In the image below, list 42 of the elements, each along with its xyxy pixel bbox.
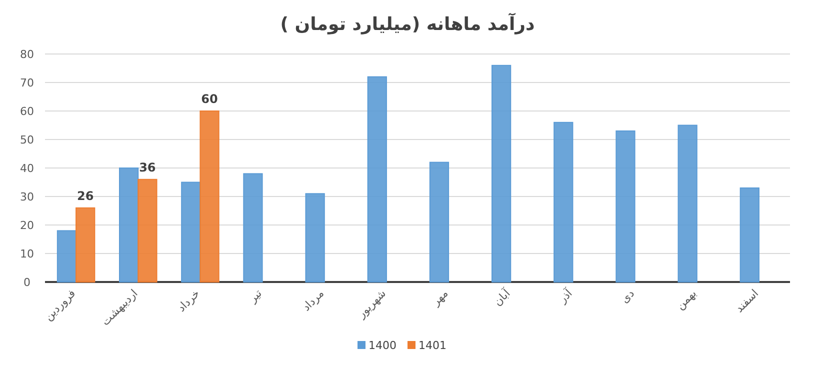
bar bbox=[678, 124, 698, 282]
y-tick-label: 80 bbox=[20, 48, 34, 61]
x-tick-label: شهریور bbox=[354, 286, 389, 322]
bar bbox=[492, 64, 512, 282]
x-tick-label: بهمن bbox=[674, 286, 699, 312]
legend-label: 1400 bbox=[368, 339, 396, 352]
data-label: 36 bbox=[139, 160, 156, 174]
x-tick-label: آذر bbox=[554, 286, 576, 306]
y-tick-label: 70 bbox=[20, 76, 34, 90]
y-tick-label: 60 bbox=[20, 105, 34, 118]
y-tick-label: 50 bbox=[20, 134, 34, 146]
x-tick-label: آبان bbox=[490, 286, 514, 309]
chart-title: درآمد ماهانه (میلیارد تومان ) bbox=[280, 12, 535, 35]
x-tick-label: خرداد bbox=[174, 286, 202, 314]
bar bbox=[200, 110, 220, 282]
bar bbox=[305, 193, 325, 282]
bar bbox=[367, 76, 387, 282]
bar bbox=[616, 130, 636, 282]
bar bbox=[429, 162, 450, 282]
bar bbox=[76, 207, 96, 282]
bar bbox=[181, 182, 201, 282]
x-tick-label: تیر bbox=[246, 286, 264, 306]
x-tick-label: دی bbox=[618, 286, 637, 306]
y-tick-label: 0 bbox=[24, 276, 30, 289]
x-tick-label: اردیبهشت bbox=[98, 286, 140, 328]
y-tick-label: 40 bbox=[20, 162, 34, 175]
bar bbox=[740, 187, 760, 282]
legend-label: 1401 bbox=[418, 339, 446, 352]
y-tick-label: 20 bbox=[20, 219, 34, 232]
data-label: 26 bbox=[77, 188, 94, 203]
data-label: 60 bbox=[201, 92, 218, 106]
bar bbox=[138, 178, 158, 282]
y-tick-label: 30 bbox=[20, 190, 34, 204]
bar bbox=[119, 168, 139, 282]
x-tick-label: فروردین bbox=[42, 286, 78, 324]
x-tick-label: اسفند bbox=[732, 286, 762, 316]
x-tick-label: مهر bbox=[428, 286, 451, 309]
x-tick-label: مرداد bbox=[300, 286, 327, 314]
bar bbox=[56, 230, 77, 282]
bar bbox=[243, 173, 263, 282]
y-tick-label: 10 bbox=[20, 248, 34, 260]
bar bbox=[554, 122, 574, 282]
